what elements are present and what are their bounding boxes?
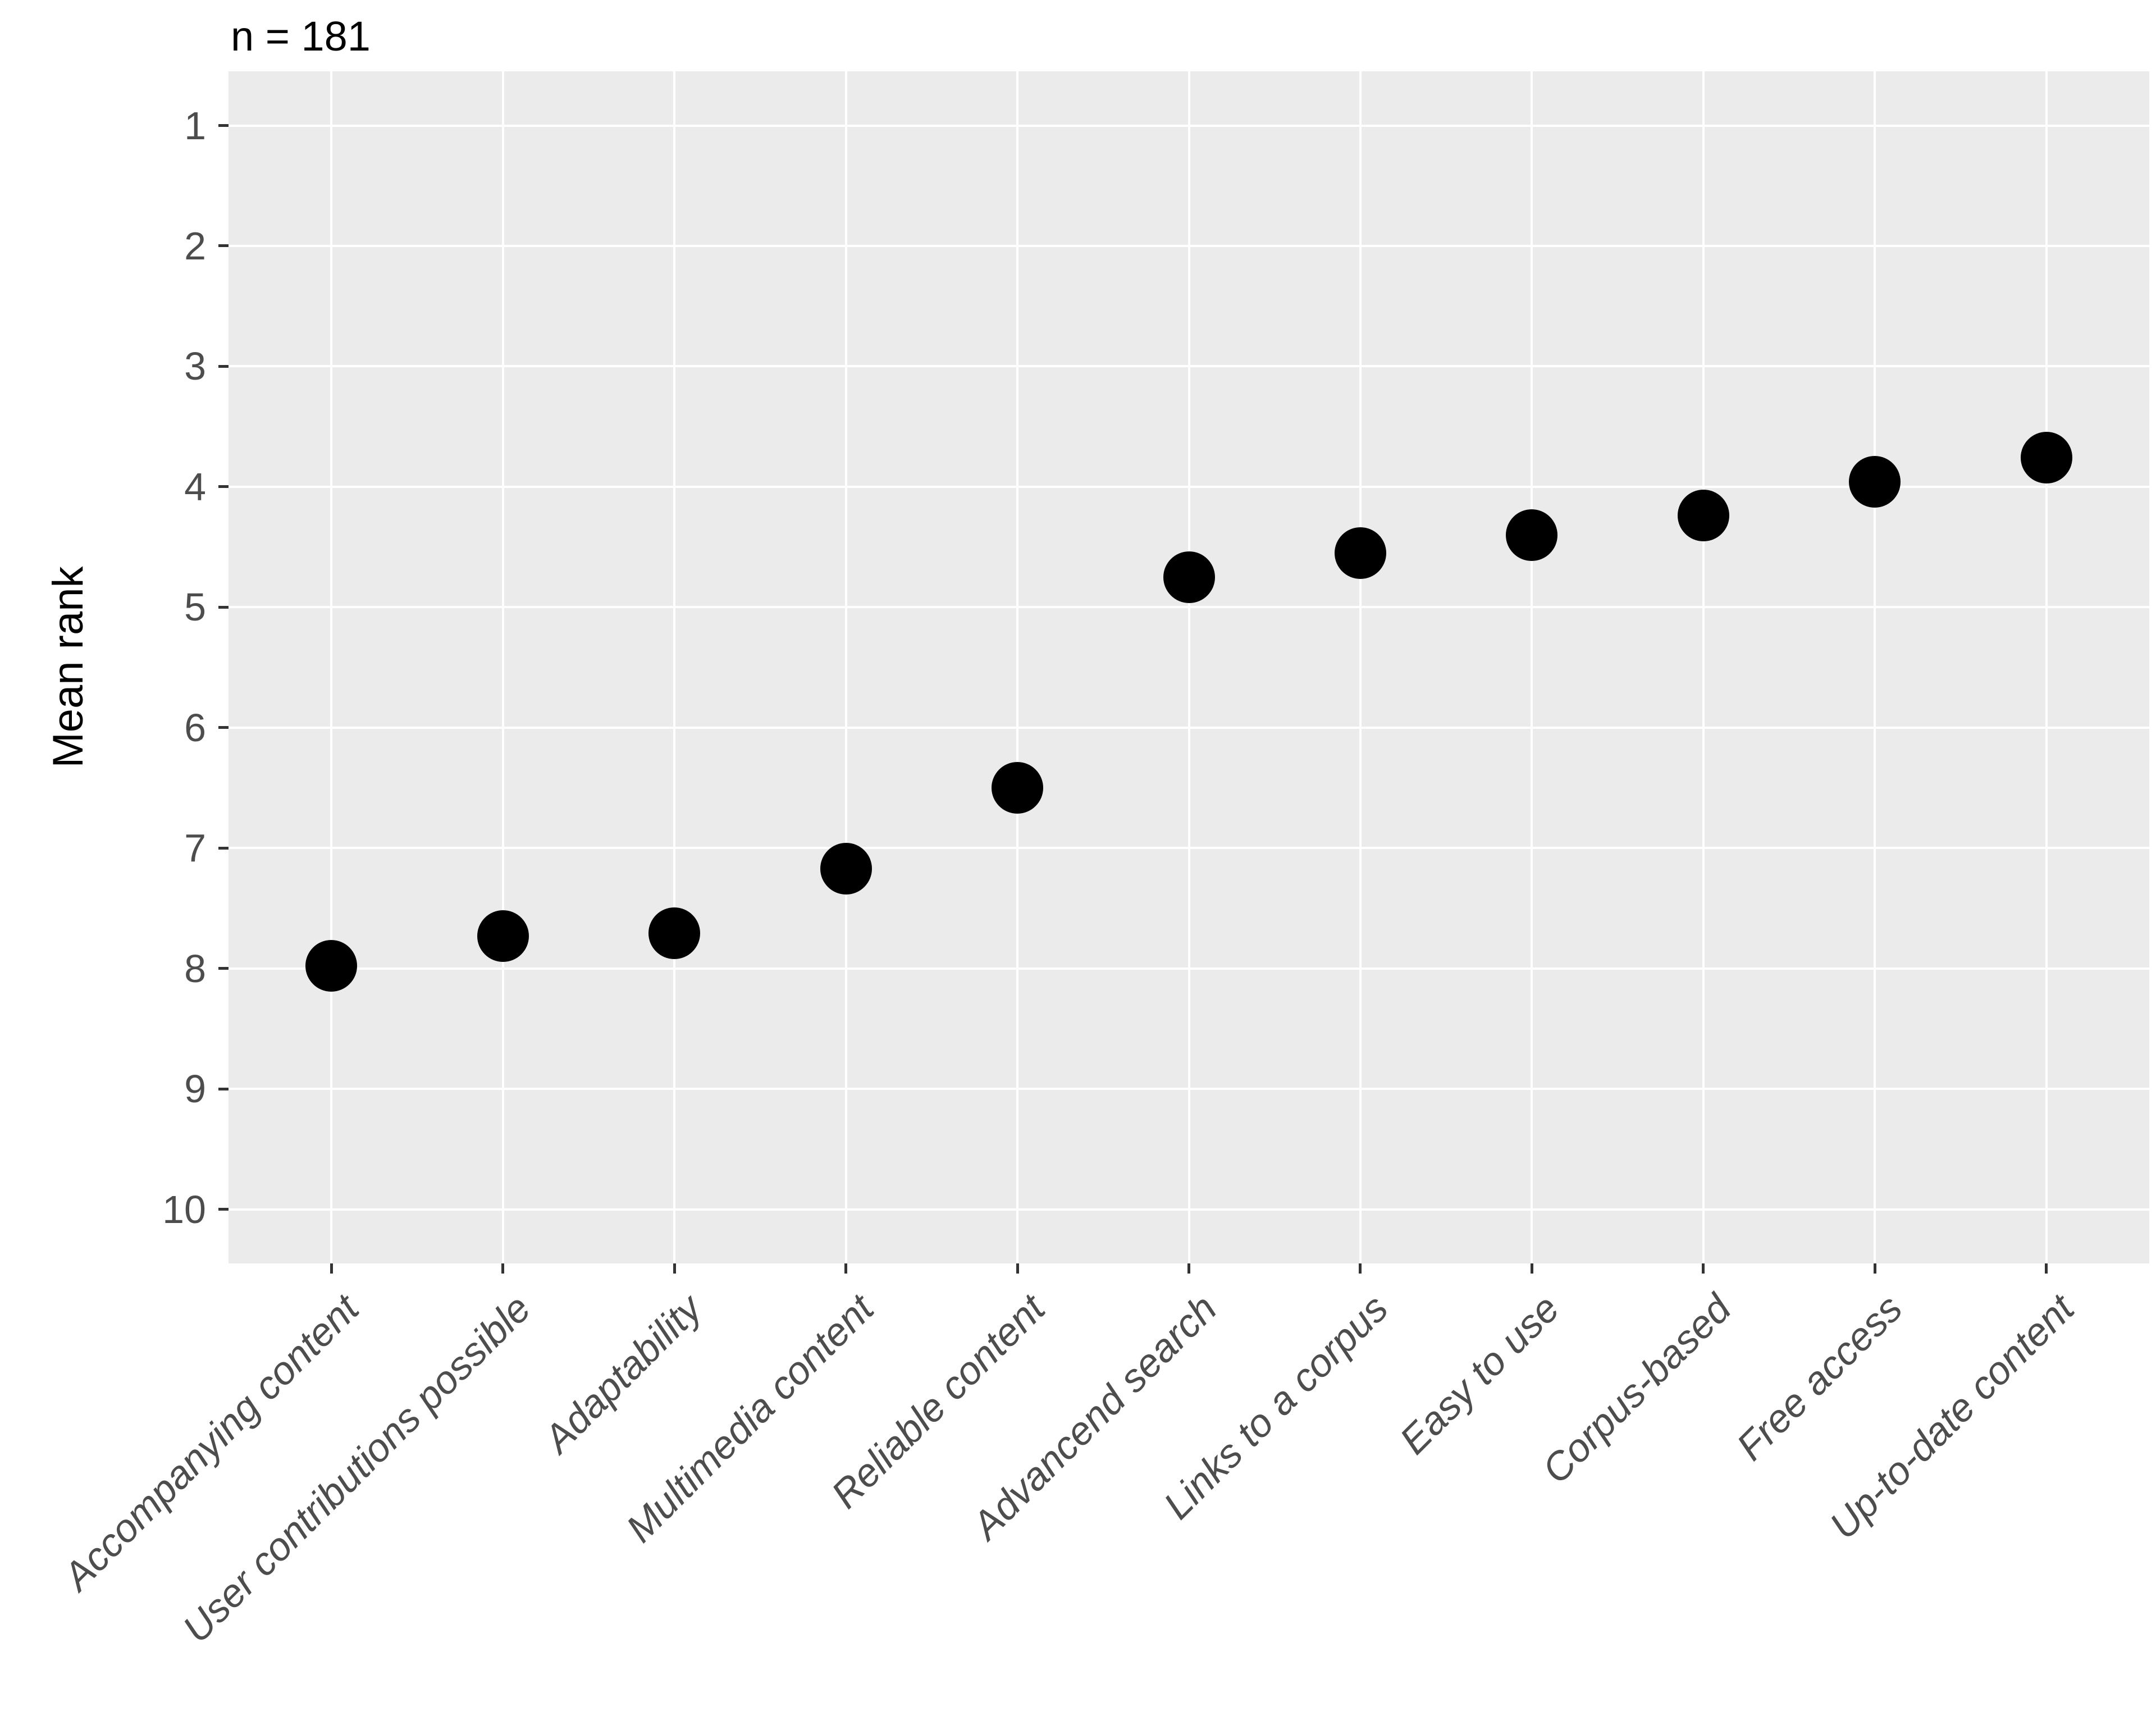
v-gridline-adaptability (673, 71, 676, 1263)
x-tick-mark-multimedia-content (844, 1263, 848, 1274)
plot-title: n = 181 (231, 13, 371, 60)
y-tick-label-2: 2 (184, 223, 206, 268)
x-tick-label-adaptability: Adaptability (535, 1286, 710, 1461)
y-tick-label-10: 10 (162, 1187, 206, 1231)
y-tick-mark-8 (218, 967, 229, 970)
data-point-accompanying-content (305, 940, 358, 992)
y-tick-mark-5 (218, 605, 229, 609)
v-gridline-free-access (1874, 71, 1876, 1263)
v-gridline-up-to-date-content (2045, 71, 2048, 1263)
x-tick-mark-up-to-date-content (2045, 1263, 2048, 1274)
x-tick-mark-advancend-search (1187, 1263, 1190, 1274)
y-tick-label-4: 4 (184, 464, 206, 509)
y-tick-label-5: 5 (184, 585, 206, 629)
y-tick-mark-6 (218, 726, 229, 729)
y-tick-mark-7 (218, 846, 229, 850)
x-tick-mark-user-contributions-possible (501, 1263, 505, 1274)
data-point-free-access (1849, 456, 1901, 508)
y-tick-mark-4 (218, 485, 229, 489)
y-tick-label-1: 1 (184, 103, 206, 148)
v-gridline-links-to-a-corpus (1359, 71, 1362, 1263)
data-point-corpus-based (1677, 490, 1729, 542)
y-tick-label-7: 7 (184, 826, 206, 870)
data-point-adaptability (648, 907, 701, 960)
y-tick-label-9: 9 (184, 1067, 206, 1111)
v-gridline-user-contributions-possible (501, 71, 504, 1263)
y-tick-mark-3 (218, 364, 229, 368)
v-gridline-reliable-content (1016, 71, 1019, 1263)
v-gridline-easy-to-use (1531, 71, 1533, 1263)
y-tick-label-3: 3 (184, 344, 206, 389)
data-point-user-contributions-possible (477, 910, 529, 962)
data-point-links-to-a-corpus (1334, 527, 1386, 579)
data-point-advancend-search (1163, 551, 1215, 603)
y-tick-mark-10 (218, 1208, 229, 1211)
v-gridline-multimedia-content (844, 71, 847, 1263)
v-gridline-accompanying-content (330, 71, 333, 1263)
x-tick-label-free-access: Free access (1728, 1286, 1911, 1469)
y-tick-mark-2 (218, 244, 229, 248)
x-tick-mark-free-access (1873, 1263, 1876, 1274)
x-tick-mark-reliable-content (1016, 1263, 1019, 1274)
v-gridline-corpus-based (1702, 71, 1705, 1263)
y-tick-label-8: 8 (184, 946, 206, 991)
v-gridline-advancend-search (1187, 71, 1190, 1263)
x-tick-mark-links-to-a-corpus (1359, 1263, 1362, 1274)
y-tick-mark-9 (218, 1087, 229, 1090)
x-tick-mark-easy-to-use (1530, 1263, 1533, 1274)
data-point-reliable-content (992, 761, 1044, 814)
x-tick-label-user-contributions-possible: User contributions possible (174, 1286, 539, 1651)
data-point-multimedia-content (820, 842, 872, 895)
y-tick-label-6: 6 (184, 705, 206, 750)
x-tick-label-easy-to-use: Easy to use (1391, 1286, 1568, 1463)
data-point-easy-to-use (1506, 509, 1558, 561)
data-point-up-to-date-content (2020, 432, 2072, 484)
x-tick-label-accompanying-content: Accompanying content (55, 1286, 368, 1599)
x-tick-mark-accompanying-content (330, 1263, 333, 1274)
x-tick-mark-corpus-based (1702, 1263, 1705, 1274)
x-tick-mark-adaptability (673, 1263, 676, 1274)
y-tick-mark-1 (218, 124, 229, 127)
